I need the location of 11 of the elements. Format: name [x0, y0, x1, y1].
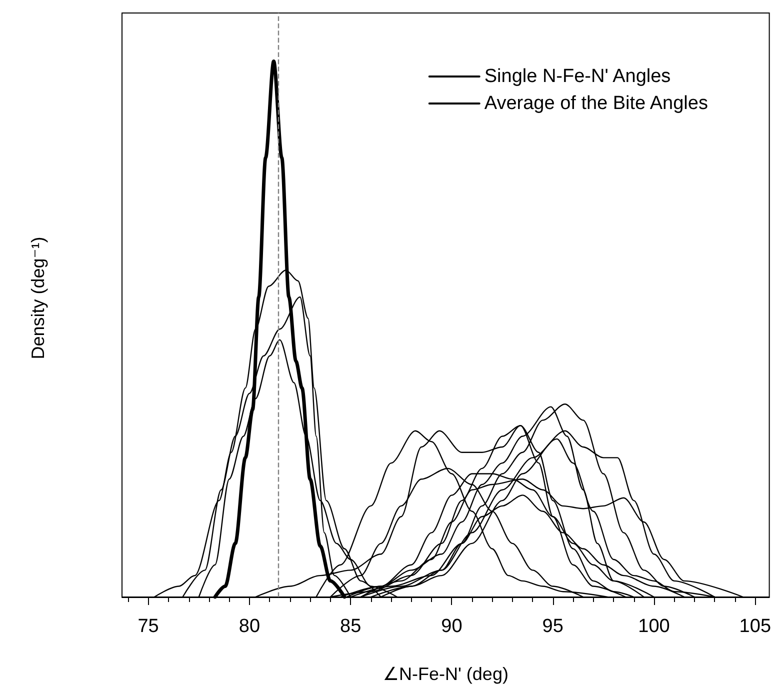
x-tick-label: 90 [441, 616, 462, 637]
x-tick-label: 95 [542, 616, 564, 637]
legend-label: Single N-Fe-N' Angles [484, 66, 671, 87]
x-tick-label: 100 [638, 616, 670, 637]
x-tick-label: 75 [138, 616, 159, 637]
x-tick-label: 85 [340, 616, 362, 637]
legend-label: Average of the Bite Angles [484, 93, 708, 114]
y-axis-title: Density (deg⁻¹) [28, 236, 48, 360]
x-tick-label: 80 [238, 616, 260, 637]
x-axis-title: ∠N-Fe-N' (deg) [382, 664, 508, 684]
x-tick-label: 105 [739, 616, 771, 637]
